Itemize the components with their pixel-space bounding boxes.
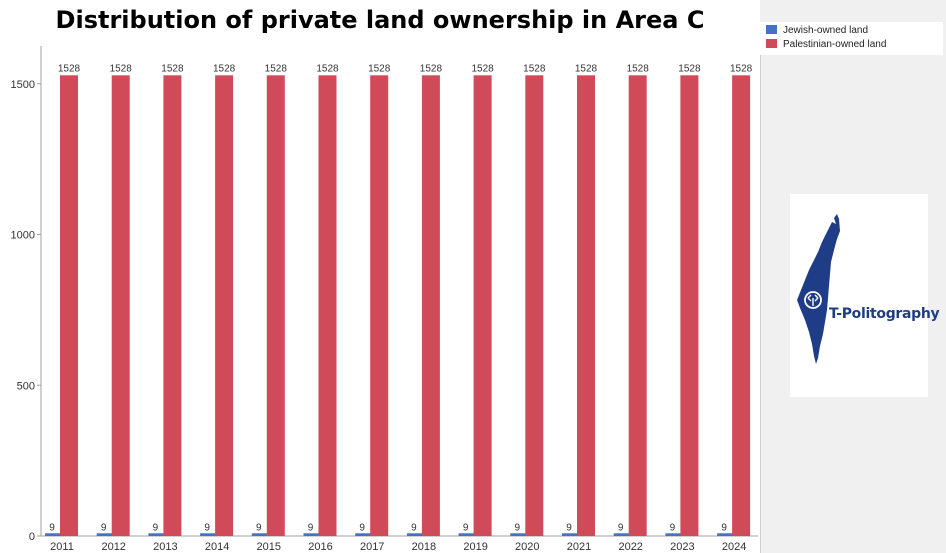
x-tick-label: 2015 — [257, 541, 281, 553]
data-label-palestinian: 1528 — [265, 63, 288, 74]
data-label-palestinian: 1528 — [575, 63, 598, 74]
bar-jewish — [510, 533, 527, 536]
legend-swatch-palestinian — [766, 39, 777, 48]
data-label-jewish: 9 — [670, 522, 676, 533]
bar-jewish — [251, 533, 268, 536]
x-tick-label: 2022 — [618, 541, 642, 553]
legend-label-palestinian: Palestinian-owned land — [783, 39, 887, 50]
bar-jewish — [613, 533, 630, 536]
bar-palestinian — [163, 75, 182, 537]
data-label-jewish: 9 — [411, 522, 417, 533]
bar-palestinian — [680, 75, 699, 537]
data-label-palestinian: 1528 — [678, 63, 701, 74]
data-label-palestinian: 1528 — [420, 63, 443, 74]
bar-palestinian — [577, 75, 595, 537]
bar-jewish — [717, 533, 734, 536]
x-tick-label: 2014 — [205, 541, 229, 553]
bar-palestinian — [525, 75, 544, 537]
x-tick-label: 2012 — [101, 541, 125, 553]
data-label-jewish: 9 — [463, 522, 469, 533]
bar-palestinian — [60, 75, 78, 537]
data-label-palestinian: 1528 — [316, 63, 339, 74]
x-tick-label: 2013 — [153, 541, 177, 553]
data-label-jewish: 9 — [204, 522, 210, 533]
bar-jewish — [303, 533, 320, 536]
x-tick-label: 2016 — [308, 541, 332, 553]
bar-palestinian — [111, 75, 130, 537]
data-label-palestinian: 1528 — [161, 63, 184, 74]
bar-jewish — [562, 533, 578, 536]
legend-item-jewish: Jewish-owned land — [766, 25, 868, 39]
bar-palestinian — [266, 75, 285, 537]
bar-palestinian — [421, 75, 440, 537]
data-label-jewish: 9 — [721, 522, 727, 533]
bar-jewish — [45, 533, 61, 536]
data-label-palestinian: 1528 — [58, 63, 81, 74]
legend: Jewish-owned land Palestinian-owned land — [760, 22, 943, 55]
x-tick-label: 2020 — [515, 541, 539, 553]
bar-palestinian — [215, 75, 234, 537]
israel-map-icon — [797, 214, 840, 364]
legend-item-palestinian: Palestinian-owned land — [766, 39, 886, 53]
y-tick-label: 1000 — [11, 230, 35, 242]
bar-jewish — [96, 533, 113, 536]
bar-palestinian — [318, 75, 337, 537]
bar-jewish — [200, 533, 217, 536]
y-tick-label: 500 — [17, 380, 35, 392]
y-tick-label: 1500 — [11, 79, 35, 91]
legend-swatch-jewish — [766, 25, 777, 34]
logo: T-Politography — [790, 194, 940, 397]
bar-jewish — [148, 533, 165, 536]
bar-jewish — [458, 533, 475, 536]
x-tick-label: 2021 — [567, 541, 591, 553]
data-label-jewish: 9 — [566, 522, 572, 533]
data-label-jewish: 9 — [256, 522, 262, 533]
data-label-jewish: 9 — [49, 522, 55, 533]
data-label-palestinian: 1528 — [627, 63, 650, 74]
x-tick-label: 2011 — [50, 541, 74, 553]
data-label-jewish: 9 — [308, 522, 314, 533]
data-label-palestinian: 1528 — [523, 63, 546, 74]
bar-palestinian — [473, 75, 492, 537]
data-label-palestinian: 1528 — [368, 63, 391, 74]
data-label-jewish: 9 — [618, 522, 624, 533]
data-label-palestinian: 1528 — [730, 63, 753, 74]
bar-jewish — [665, 533, 682, 536]
data-label-jewish: 9 — [515, 522, 521, 533]
legend-label-jewish: Jewish-owned land — [783, 25, 869, 36]
data-label-jewish: 9 — [101, 522, 107, 533]
data-label-jewish: 9 — [153, 522, 159, 533]
bar-chart: 0 500 1000 1500 2011 9 1528 2012 9 1528 2013 9 1528 2… — [11, 46, 758, 553]
plot-area: 0 500 1000 1500 2011 9 1528 2012 9 1528 2013 9 1528 2… — [0, 44, 761, 553]
data-label-palestinian: 1528 — [110, 63, 133, 74]
data-label-jewish: 9 — [359, 522, 365, 533]
bar-palestinian — [370, 75, 389, 537]
y-tick-label: 0 — [29, 531, 35, 543]
x-tick-label: 2018 — [412, 541, 436, 553]
data-label-palestinian: 1528 — [213, 63, 236, 74]
x-tick-label: 2024 — [722, 541, 746, 553]
bar-palestinian — [732, 75, 751, 537]
logo-text: T-Politography — [829, 306, 940, 322]
bar-palestinian — [628, 75, 647, 537]
x-tick-label: 2017 — [360, 541, 384, 553]
bar-jewish — [355, 533, 372, 536]
title-band: Distribution of private land ownership i… — [0, 0, 760, 44]
chart-title: Distribution of private land ownership i… — [55, 6, 705, 34]
data-label-palestinian: 1528 — [471, 63, 494, 74]
x-tick-label: 2019 — [463, 541, 487, 553]
x-tick-label: 2023 — [670, 541, 694, 553]
bar-jewish — [406, 533, 423, 536]
